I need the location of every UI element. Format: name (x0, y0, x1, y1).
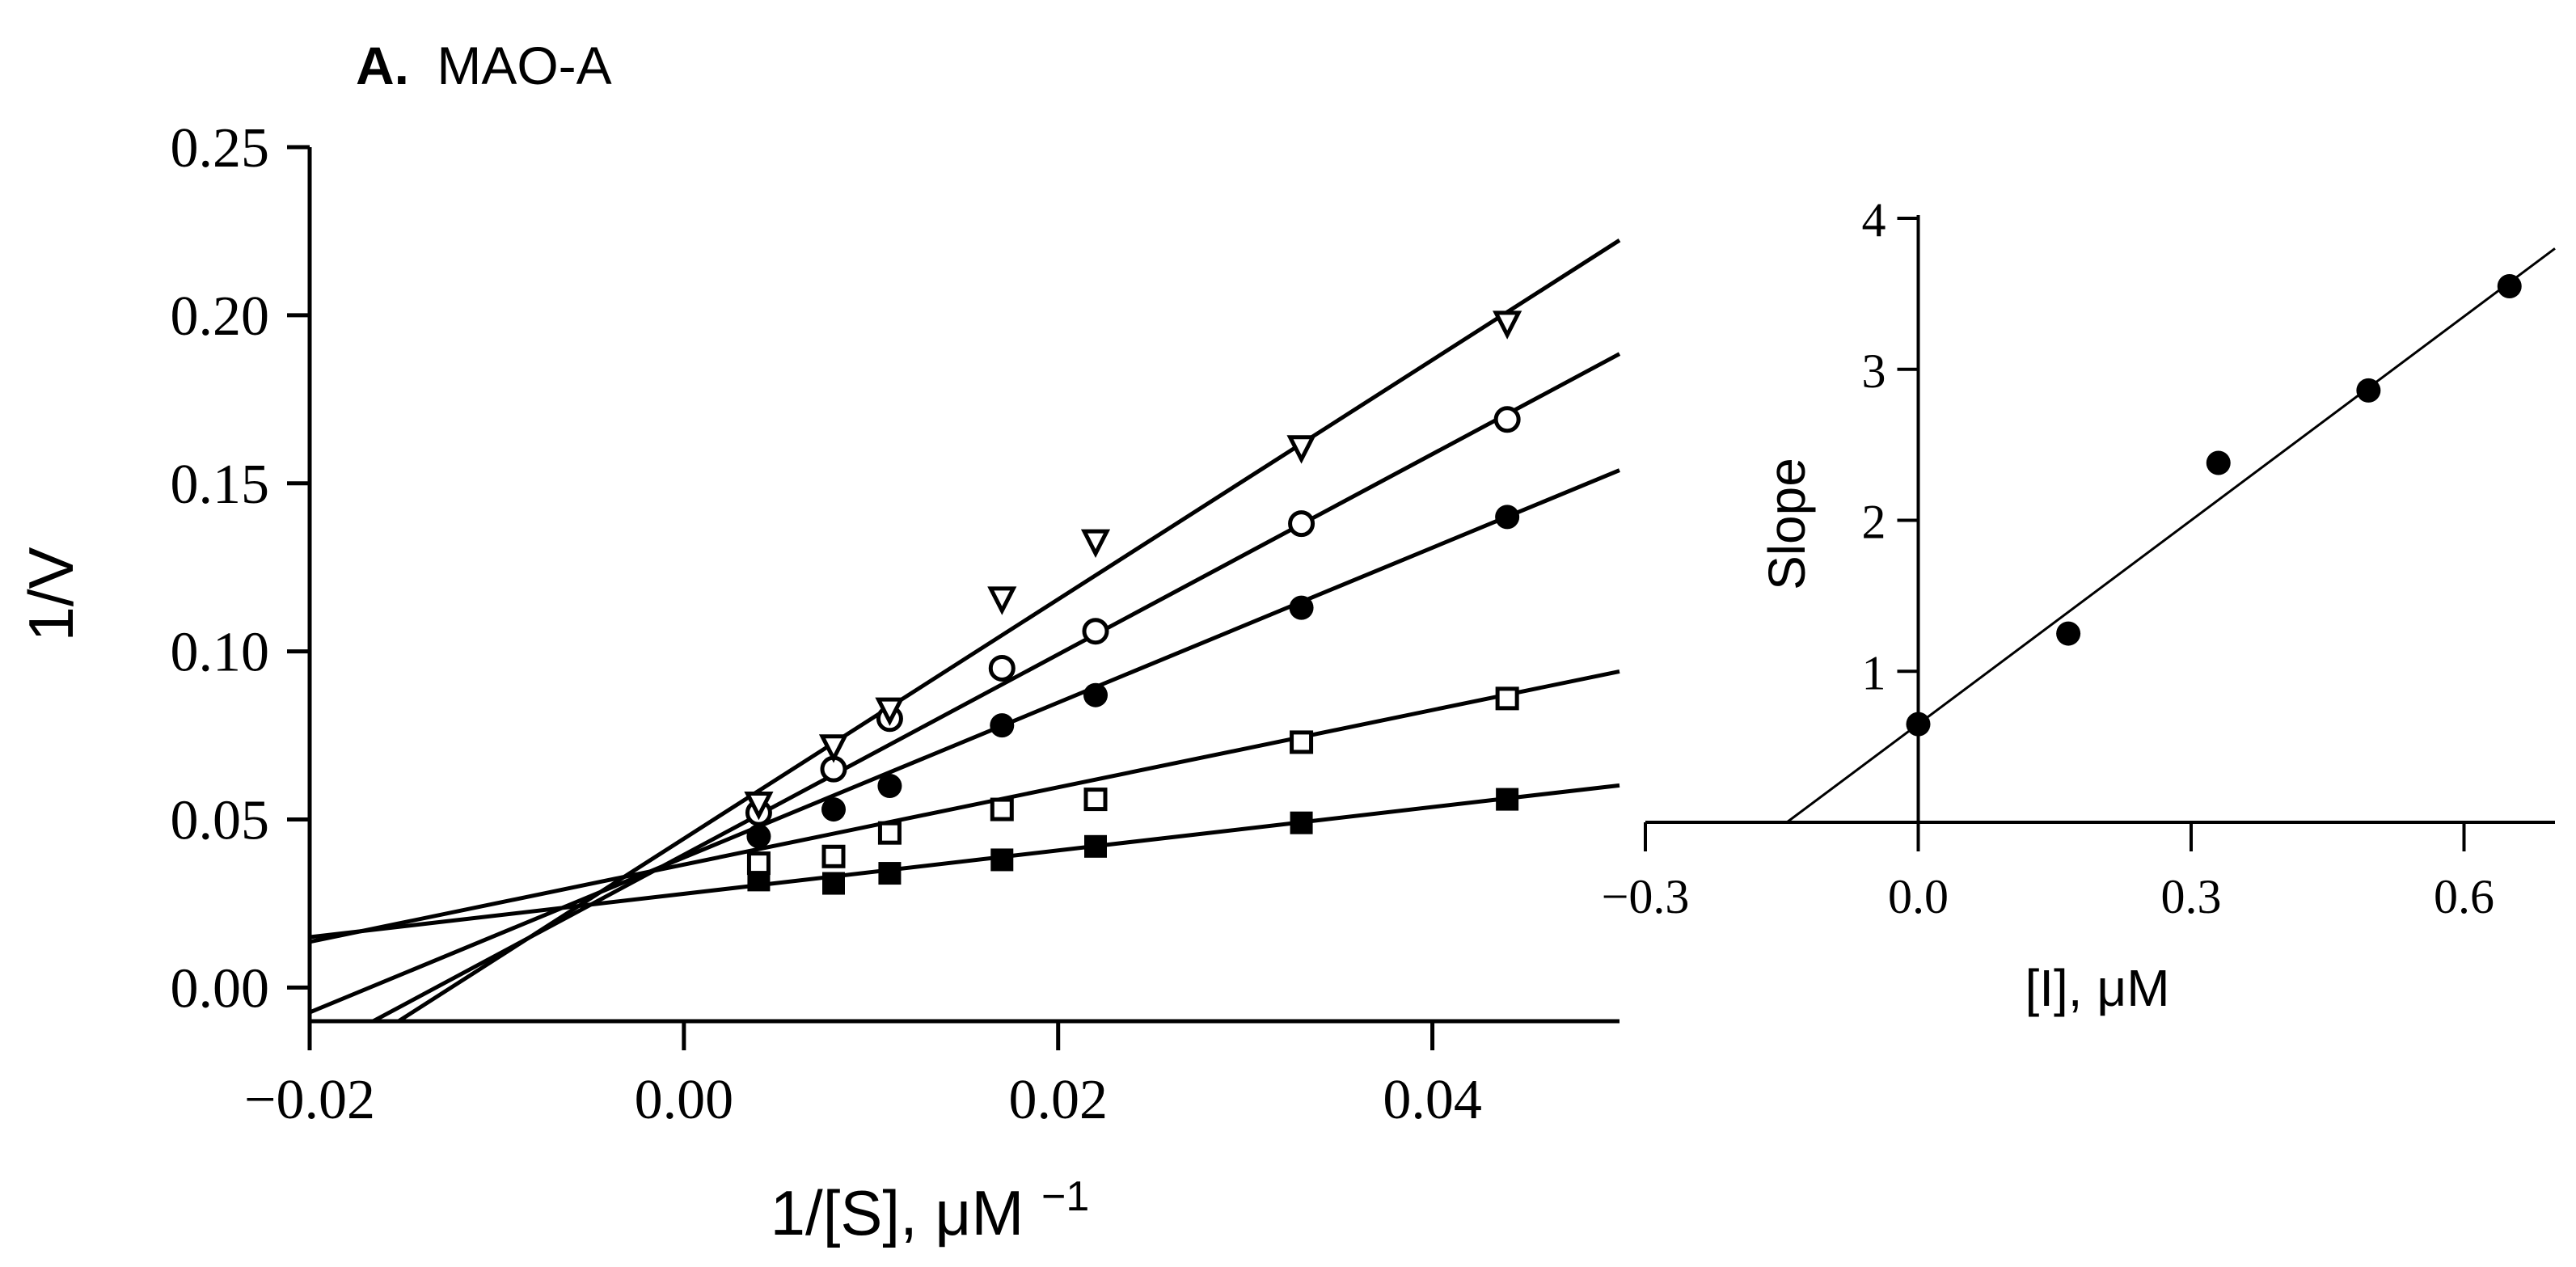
main-data-points (744, 310, 1522, 895)
inset-data-point (2356, 378, 2381, 403)
fit-line-inhibitor-0 (310, 783, 1620, 940)
fit-line-inhibitor-4 (395, 239, 1621, 1021)
main-y-tick-label: 0.00 (171, 957, 270, 1020)
inset-data-points (1906, 274, 2522, 737)
main-x-tick-label: 0.00 (635, 1069, 734, 1131)
data-point-inhibitor-1 (1083, 788, 1108, 812)
inset-x-tick-label: 0.6 (2434, 870, 2494, 923)
data-point-inhibitor-1 (877, 821, 902, 845)
inset-y-tick-label: 4 (1862, 193, 1886, 247)
data-point-inhibitor-4 (1286, 435, 1316, 464)
data-point-inhibitor-3 (1082, 618, 1109, 645)
main-x-axis-label: 1/[S], μM −1 (771, 1173, 1090, 1248)
data-point-inhibitor-0 (878, 862, 902, 885)
data-point-inhibitor-1 (990, 797, 1014, 821)
data-point-inhibitor-2 (990, 713, 1015, 738)
main-fit-lines (310, 239, 1621, 1021)
inset-y-tick-label: 2 (1862, 496, 1886, 549)
data-point-inhibitor-2 (877, 773, 902, 798)
panel-label: A. (356, 36, 409, 95)
data-point-inhibitor-2 (821, 797, 846, 822)
data-point-inhibitor-2 (746, 824, 771, 849)
data-point-inhibitor-3 (988, 654, 1016, 682)
data-point-inhibitor-4 (818, 734, 849, 763)
data-point-inhibitor-1 (821, 844, 846, 868)
data-point-inhibitor-4 (744, 791, 774, 821)
main-y-tick-label: 0.25 (171, 117, 270, 179)
data-point-inhibitor-4 (987, 586, 1017, 615)
main-y-axis-label: 1/V (15, 547, 87, 641)
data-point-inhibitor-1 (746, 851, 771, 876)
inset-x-tick-label: −0.3 (1602, 870, 1690, 923)
inset-data-point (1906, 712, 1931, 737)
data-point-inhibitor-2 (1083, 682, 1108, 707)
data-point-inhibitor-4 (1080, 529, 1111, 559)
main-y-tick-label: 0.20 (171, 285, 270, 348)
inset-fit-line (1786, 247, 2556, 824)
fit-line-inhibitor-1 (310, 669, 1620, 944)
inset-x-tick-label: 0.0 (1888, 870, 1949, 923)
inset-x-axis-label: [I], μM (2025, 959, 2169, 1017)
main-x-axis-label-text: 1/[S], μM (771, 1177, 1024, 1248)
fit-line-inhibitor-2 (310, 468, 1620, 1015)
inset-y-tick-label: 3 (1862, 344, 1886, 398)
panel-title-text: MAO-A (437, 36, 611, 95)
inset-data-point (2206, 450, 2231, 475)
data-point-inhibitor-4 (1493, 310, 1522, 340)
data-point-inhibitor-0 (990, 848, 1014, 872)
panel-title: A. MAO-A (356, 36, 612, 95)
data-point-inhibitor-1 (1290, 730, 1314, 754)
data-point-inhibitor-1 (1495, 686, 1519, 711)
main-x-tick-label: 0.04 (1383, 1069, 1482, 1131)
data-point-inhibitor-0 (1290, 811, 1313, 834)
main-x-tick-label: −0.02 (244, 1069, 375, 1131)
main-y-tick-label: 0.10 (171, 622, 270, 684)
inset-x-tick-label: 0.3 (2161, 870, 2222, 923)
main-x-tick-label: 0.02 (1008, 1069, 1108, 1131)
main-y-tick-label: 0.15 (171, 454, 270, 516)
inset-axes: 1 2 3 4 −0.3 0.0 0.3 0.6 (1602, 193, 2555, 923)
inset-plot: 1 2 3 4 −0.3 0.0 0.3 0.6 Slope [I], μM (1602, 193, 2556, 1017)
main-x-axis-label-exponent: −1 (1041, 1173, 1089, 1220)
data-point-inhibitor-2 (1495, 505, 1520, 530)
inset-y-axis-label: Slope (1758, 458, 1816, 590)
main-axes: 0.00 0.05 0.10 0.15 0.20 0.25 −0.02 0.00 0.02 0.0… (171, 117, 1620, 1131)
data-point-inhibitor-4 (875, 697, 905, 726)
data-point-inhibitor-3 (1493, 406, 1521, 433)
inset-data-point (2056, 621, 2081, 646)
data-point-inhibitor-0 (822, 872, 845, 895)
main-y-tick-label: 0.05 (171, 790, 270, 852)
data-point-inhibitor-0 (1496, 788, 1519, 811)
main-plot: 0.00 0.05 0.10 0.15 0.20 0.25 −0.02 0.00 0.02 0.0… (15, 117, 1621, 1248)
data-point-inhibitor-0 (1084, 834, 1107, 858)
inset-fit-lines (1786, 247, 2556, 824)
inset-y-tick-label: 1 (1862, 646, 1886, 699)
inset-data-point (2497, 274, 2522, 299)
data-point-inhibitor-3 (1288, 510, 1315, 538)
data-point-inhibitor-2 (1289, 595, 1314, 620)
